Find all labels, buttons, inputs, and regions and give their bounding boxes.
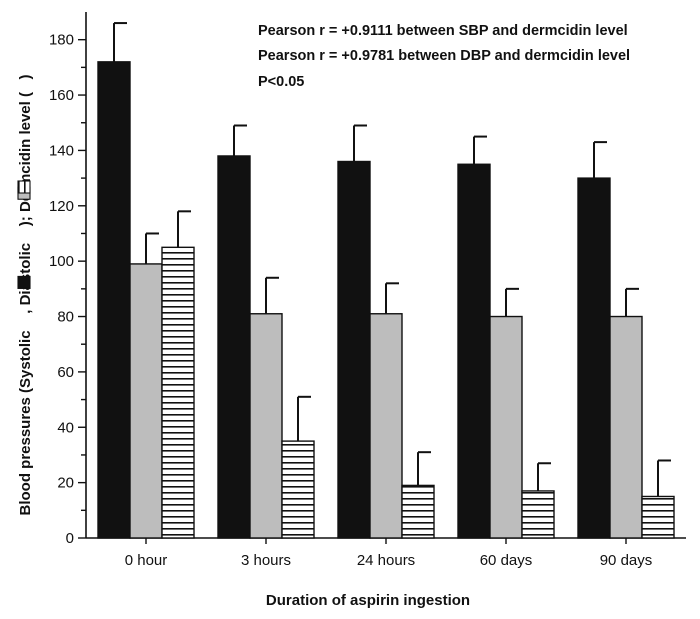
legend-systolic-swatch — [17, 314, 34, 327]
y-tick-label: 180 — [49, 32, 74, 49]
y-tick-label: 60 — [57, 364, 74, 381]
legend-systolic-swatch-box — [17, 275, 31, 289]
y-tick-label: 100 — [49, 253, 74, 270]
bar-dermcidin-24-hours — [401, 484, 435, 539]
annotation-pearson-dbp: Pearson r = +0.9781 between DBP and derm… — [258, 48, 630, 64]
legend-dermcidin-swatch — [17, 79, 34, 92]
legend-dermcidin-swatch-box — [17, 180, 31, 194]
y-tick-label: 80 — [57, 309, 74, 326]
bar-systolic-24-hours — [337, 160, 371, 539]
bar-dermcidin-3-hours — [281, 440, 315, 539]
bar-dermcidin-0-hour — [161, 246, 195, 539]
bars-group — [97, 61, 675, 539]
y-axis-title: Blood pressures (Systolic , Diastolic );… — [17, 74, 34, 515]
y-tick-labels: 0 20 40 60 80 100 120 140 160 180 — [49, 32, 74, 547]
bar-dermcidin-90-days — [641, 495, 675, 539]
bar-diastolic-3-hours — [249, 313, 283, 539]
y-axis-title-part1: Blood pressures (Systolic — [17, 326, 34, 515]
bar-diastolic-90-days — [609, 315, 643, 539]
bar-diastolic-0-hour — [129, 263, 163, 539]
bar-systolic-60-days — [457, 163, 491, 539]
bar-diastolic-60-days — [489, 315, 523, 539]
bar-systolic-0-hour — [97, 61, 131, 539]
y-tick-label: 160 — [49, 87, 74, 104]
y-tick-label: 20 — [57, 475, 74, 492]
y-tick-label: 140 — [49, 142, 74, 159]
x-tick-labels: 0 hour 3 hours 24 hours 60 days 90 days — [125, 552, 653, 569]
bar-diastolic-24-hours — [369, 313, 403, 539]
y-tick-label: 0 — [66, 530, 74, 547]
y-tick-label: 120 — [49, 198, 74, 215]
svg-text:Blood pressures (Systolic ,: Blood pressures (Systolic , Diastolic );… — [17, 74, 34, 515]
x-tick-label: 90 days — [600, 552, 653, 569]
bar-systolic-3-hours — [217, 155, 251, 539]
y-axis-title-part3: ); Dermcidin level ( — [17, 92, 34, 226]
error-bars-group — [113, 22, 671, 497]
x-tick-label: 0 hour — [125, 552, 168, 569]
x-tick-label: 3 hours — [241, 552, 291, 569]
annotation-pearson-sbp: Pearson r = +0.9111 between SBP and derm… — [258, 23, 628, 39]
x-tick-label: 24 hours — [357, 552, 415, 569]
y-tick-label: 40 — [57, 419, 74, 436]
annotation-p-value: P<0.05 — [258, 74, 304, 90]
bar-dermcidin-60-days — [521, 490, 555, 539]
legend-diastolic-swatch — [17, 226, 34, 239]
x-tick-label: 60 days — [480, 552, 533, 569]
y-axis-title-part4: ) — [17, 74, 34, 79]
bar-systolic-90-days — [577, 177, 611, 539]
x-axis-title: Duration of aspirin ingestion — [266, 592, 470, 609]
